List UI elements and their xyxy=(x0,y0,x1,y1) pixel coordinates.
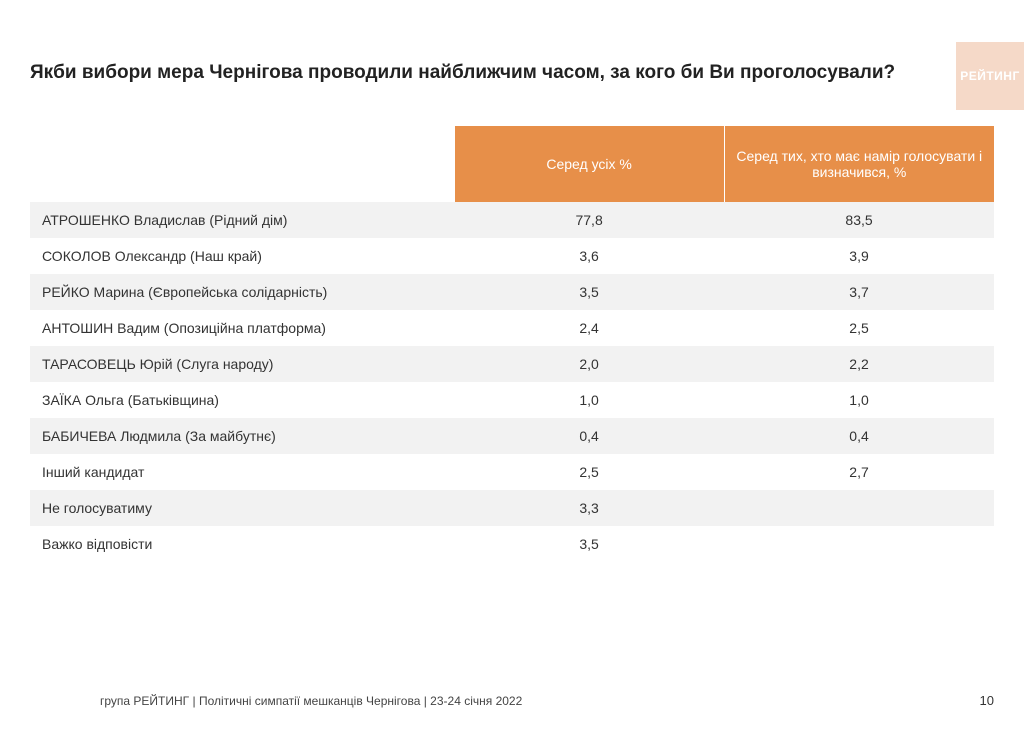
brand-badge: РЕЙТИНГ xyxy=(956,42,1024,110)
table-row: Важко відповісти3,5 xyxy=(30,526,994,562)
row-label: ТАРАСОВЕЦЬ Юрій (Слуга народу) xyxy=(30,346,454,382)
row-val-decided: 2,5 xyxy=(724,310,994,346)
table-row: РЕЙКО Марина (Європейська солідарність)3… xyxy=(30,274,994,310)
row-val-decided: 83,5 xyxy=(724,202,994,238)
col-header-blank xyxy=(30,126,454,202)
col-header-all: Серед усіх % xyxy=(454,126,724,202)
table-row: БАБИЧЕВА Людмила (За майбутнє)0,40,4 xyxy=(30,418,994,454)
page-title: Якби вибори мера Чернігова проводили най… xyxy=(30,60,994,86)
row-val-all: 77,8 xyxy=(454,202,724,238)
row-val-decided xyxy=(724,490,994,526)
row-val-decided: 3,7 xyxy=(724,274,994,310)
page-number: 10 xyxy=(980,693,994,708)
row-label: АНТОШИН Вадим (Опозиційна платформа) xyxy=(30,310,454,346)
row-val-decided: 3,9 xyxy=(724,238,994,274)
row-label: РЕЙКО Марина (Європейська солідарність) xyxy=(30,274,454,310)
row-label: Не голосуватиму xyxy=(30,490,454,526)
row-val-all: 1,0 xyxy=(454,382,724,418)
table-row: Не голосуватиму3,3 xyxy=(30,490,994,526)
col-header-decided: Серед тих, хто має намір голосувати і ви… xyxy=(724,126,994,202)
row-label: ЗАЇКА Ольга (Батьківщина) xyxy=(30,382,454,418)
table-row: Інший кандидат2,52,7 xyxy=(30,454,994,490)
footer-text: група РЕЙТИНГ | Політичні симпатії мешка… xyxy=(100,694,522,708)
row-label: АТРОШЕНКО Владислав (Рідний дім) xyxy=(30,202,454,238)
row-val-decided xyxy=(724,526,994,562)
row-val-all: 3,5 xyxy=(454,274,724,310)
row-val-decided: 2,7 xyxy=(724,454,994,490)
row-val-all: 3,5 xyxy=(454,526,724,562)
row-val-decided: 1,0 xyxy=(724,382,994,418)
table-row: АНТОШИН Вадим (Опозиційна платформа)2,42… xyxy=(30,310,994,346)
row-val-decided: 2,2 xyxy=(724,346,994,382)
results-table: Серед усіх % Серед тих, хто має намір го… xyxy=(30,126,994,562)
row-label: БАБИЧЕВА Людмила (За майбутнє) xyxy=(30,418,454,454)
table-row: АТРОШЕНКО Владислав (Рідний дім)77,883,5 xyxy=(30,202,994,238)
table-row: СОКОЛОВ Олександр (Наш край)3,63,9 xyxy=(30,238,994,274)
row-val-all: 3,6 xyxy=(454,238,724,274)
row-label: Інший кандидат xyxy=(30,454,454,490)
row-val-all: 2,4 xyxy=(454,310,724,346)
row-label: Важко відповісти xyxy=(30,526,454,562)
table-row: ТАРАСОВЕЦЬ Юрій (Слуга народу)2,02,2 xyxy=(30,346,994,382)
row-val-all: 2,0 xyxy=(454,346,724,382)
row-val-all: 3,3 xyxy=(454,490,724,526)
table-row: ЗАЇКА Ольга (Батьківщина)1,01,0 xyxy=(30,382,994,418)
row-val-all: 2,5 xyxy=(454,454,724,490)
row-label: СОКОЛОВ Олександр (Наш край) xyxy=(30,238,454,274)
row-val-decided: 0,4 xyxy=(724,418,994,454)
row-val-all: 0,4 xyxy=(454,418,724,454)
